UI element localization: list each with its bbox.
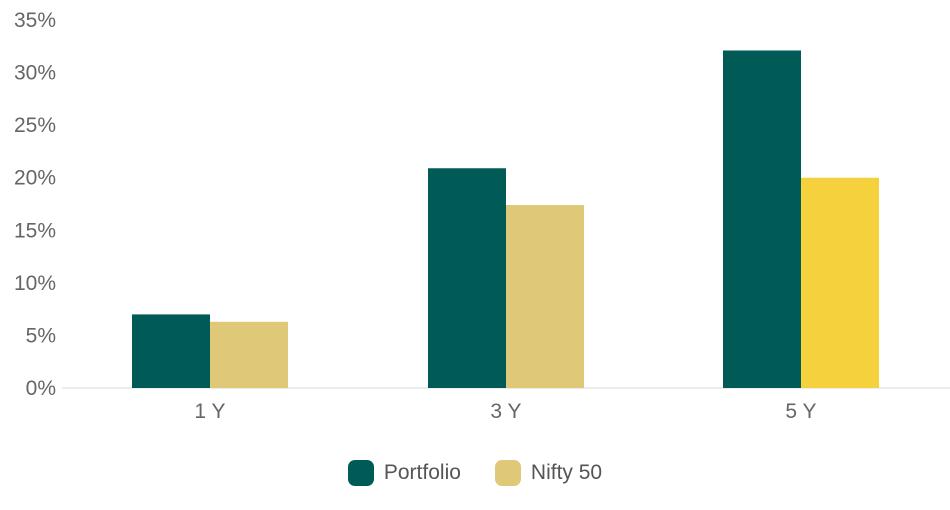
y-tick-label: 25% <box>14 114 56 137</box>
legend-item-portfolio[interactable]: Portfolio <box>347 460 461 486</box>
bar-nifty-50-3y[interactable] <box>506 205 584 388</box>
y-tick-label: 0% <box>26 377 56 400</box>
y-tick-label: 30% <box>14 62 56 85</box>
x-tick-label: 5 Y <box>785 400 816 423</box>
bar-nifty-50-5y[interactable] <box>801 177 879 388</box>
bar-portfolio-1y[interactable] <box>132 314 210 388</box>
legend-label-nifty-50: Nifty 50 <box>530 461 603 484</box>
legend-swatch-portfolio <box>347 460 374 486</box>
legend: Portfolio Nifty 50 <box>0 460 950 486</box>
y-tick-label: 5% <box>26 324 56 347</box>
bar-nifty-50-1y[interactable] <box>210 321 288 388</box>
x-tick-label: 1 Y <box>194 400 225 423</box>
legend-item-nifty-50[interactable]: Nifty 50 <box>494 460 603 486</box>
y-axis-ticks: 0% 5% 10% 15% 20% 25% 30% 35% <box>14 9 56 400</box>
y-tick-label: 10% <box>14 272 56 295</box>
y-tick-label: 35% <box>14 9 56 32</box>
legend-label-portfolio: Portfolio <box>383 461 461 484</box>
y-tick-label: 15% <box>14 219 56 242</box>
legend-swatch-nifty-50 <box>494 460 521 486</box>
bars <box>132 50 879 389</box>
x-tick-label: 3 Y <box>490 400 521 423</box>
bar-portfolio-5y[interactable] <box>723 50 801 389</box>
x-axis-ticks: 1 Y 3 Y 5 Y <box>194 400 816 423</box>
y-tick-label: 20% <box>14 167 56 190</box>
bar-portfolio-3y[interactable] <box>428 168 506 388</box>
